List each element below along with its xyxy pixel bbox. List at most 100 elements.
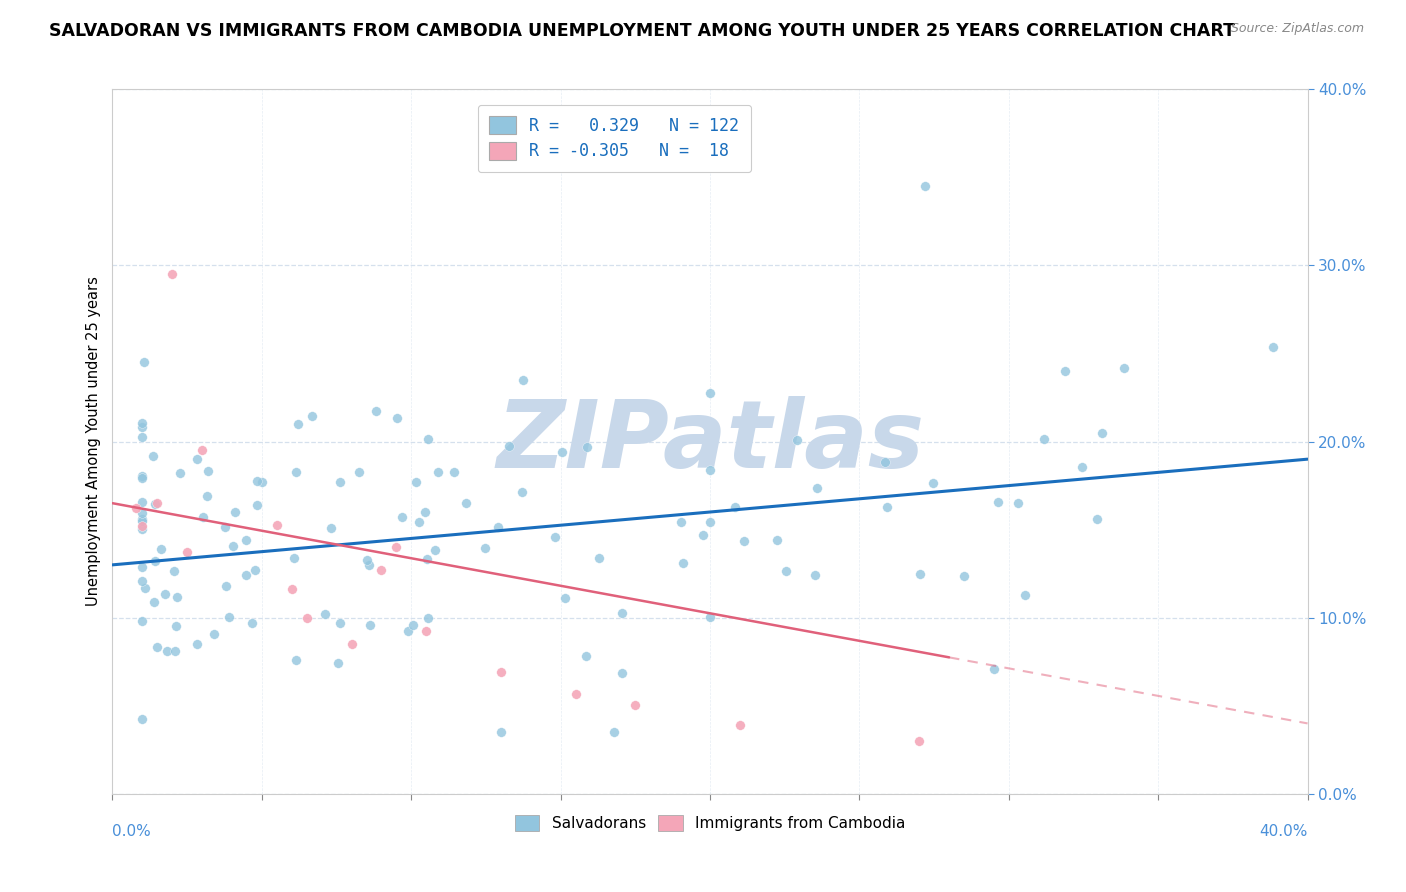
Point <box>876 500 898 514</box>
Point <box>191 509 214 524</box>
Point <box>266 517 288 532</box>
Point <box>699 386 721 401</box>
Point <box>221 539 243 553</box>
Point <box>131 614 153 628</box>
Point <box>914 179 936 194</box>
Point <box>131 574 153 589</box>
Point <box>415 505 437 519</box>
Point <box>575 440 598 454</box>
Point <box>489 725 512 739</box>
Point <box>624 698 647 713</box>
Point <box>1112 361 1135 376</box>
Point <box>131 523 153 537</box>
Text: 0.0%: 0.0% <box>112 824 152 839</box>
Point <box>405 475 427 489</box>
Point <box>328 656 350 670</box>
Point <box>218 609 240 624</box>
Point <box>301 409 323 423</box>
Point <box>287 417 309 431</box>
Point <box>347 465 370 479</box>
Point <box>359 618 381 632</box>
Point <box>356 553 378 567</box>
Point <box>202 627 225 641</box>
Point <box>454 496 477 510</box>
Point <box>359 558 381 572</box>
Point <box>498 439 520 453</box>
Point <box>612 606 634 620</box>
Point <box>402 618 425 632</box>
Point <box>131 416 153 430</box>
Point <box>699 462 721 476</box>
Point <box>1033 432 1056 446</box>
Point <box>125 500 148 515</box>
Point <box>775 565 797 579</box>
Y-axis label: Unemployment Among Youth under 25 years: Unemployment Among Youth under 25 years <box>86 277 101 607</box>
Point <box>131 420 153 434</box>
Point <box>385 410 408 425</box>
Point <box>699 515 721 529</box>
Point <box>733 533 755 548</box>
Point <box>575 649 598 664</box>
Point <box>443 465 465 479</box>
Point <box>922 475 945 490</box>
Point <box>186 637 208 651</box>
Text: Source: ZipAtlas.com: Source: ZipAtlas.com <box>1230 22 1364 36</box>
Point <box>132 355 155 369</box>
Point <box>131 560 153 574</box>
Point <box>165 619 187 633</box>
Point <box>416 611 439 625</box>
Point <box>692 528 714 542</box>
Point <box>146 496 169 510</box>
Point <box>766 533 789 547</box>
Point <box>176 545 198 559</box>
Point <box>1070 459 1092 474</box>
Point <box>724 500 747 514</box>
Point <box>246 498 269 512</box>
Point <box>146 640 169 654</box>
Point <box>474 541 496 555</box>
Point <box>385 540 408 554</box>
Point <box>281 582 304 596</box>
Point <box>910 566 932 581</box>
Point <box>142 595 165 609</box>
Point <box>953 569 976 583</box>
Point <box>245 474 267 488</box>
Point <box>908 734 931 748</box>
Point <box>806 481 828 495</box>
Point <box>340 637 363 651</box>
Point <box>242 616 264 631</box>
Point <box>131 471 153 485</box>
Point <box>195 489 218 503</box>
Point <box>131 469 153 483</box>
Point <box>603 725 626 739</box>
Point <box>285 465 308 479</box>
Point <box>245 563 267 577</box>
Point <box>131 429 153 443</box>
Point <box>550 445 572 459</box>
Point <box>672 556 695 570</box>
Point <box>588 551 610 566</box>
Point <box>131 507 153 521</box>
Point <box>728 717 751 731</box>
Point <box>1261 340 1284 354</box>
Point <box>329 475 352 489</box>
Point <box>142 449 165 463</box>
Point <box>804 567 827 582</box>
Point <box>1091 425 1114 440</box>
Point <box>425 542 447 557</box>
Point <box>1007 496 1029 510</box>
Point <box>510 484 533 499</box>
Text: 40.0%: 40.0% <box>1260 824 1308 839</box>
Point <box>427 465 450 479</box>
Point <box>131 495 153 509</box>
Point <box>163 564 186 578</box>
Point <box>191 443 214 458</box>
Point <box>163 644 186 658</box>
Point <box>321 521 343 535</box>
Point <box>235 533 257 547</box>
Point <box>554 591 576 605</box>
Point <box>364 404 387 418</box>
Point <box>131 519 153 533</box>
Text: SALVADORAN VS IMMIGRANTS FROM CAMBODIA UNEMPLOYMENT AMONG YOUTH UNDER 25 YEARS C: SALVADORAN VS IMMIGRANTS FROM CAMBODIA U… <box>49 22 1236 40</box>
Point <box>1087 512 1109 526</box>
